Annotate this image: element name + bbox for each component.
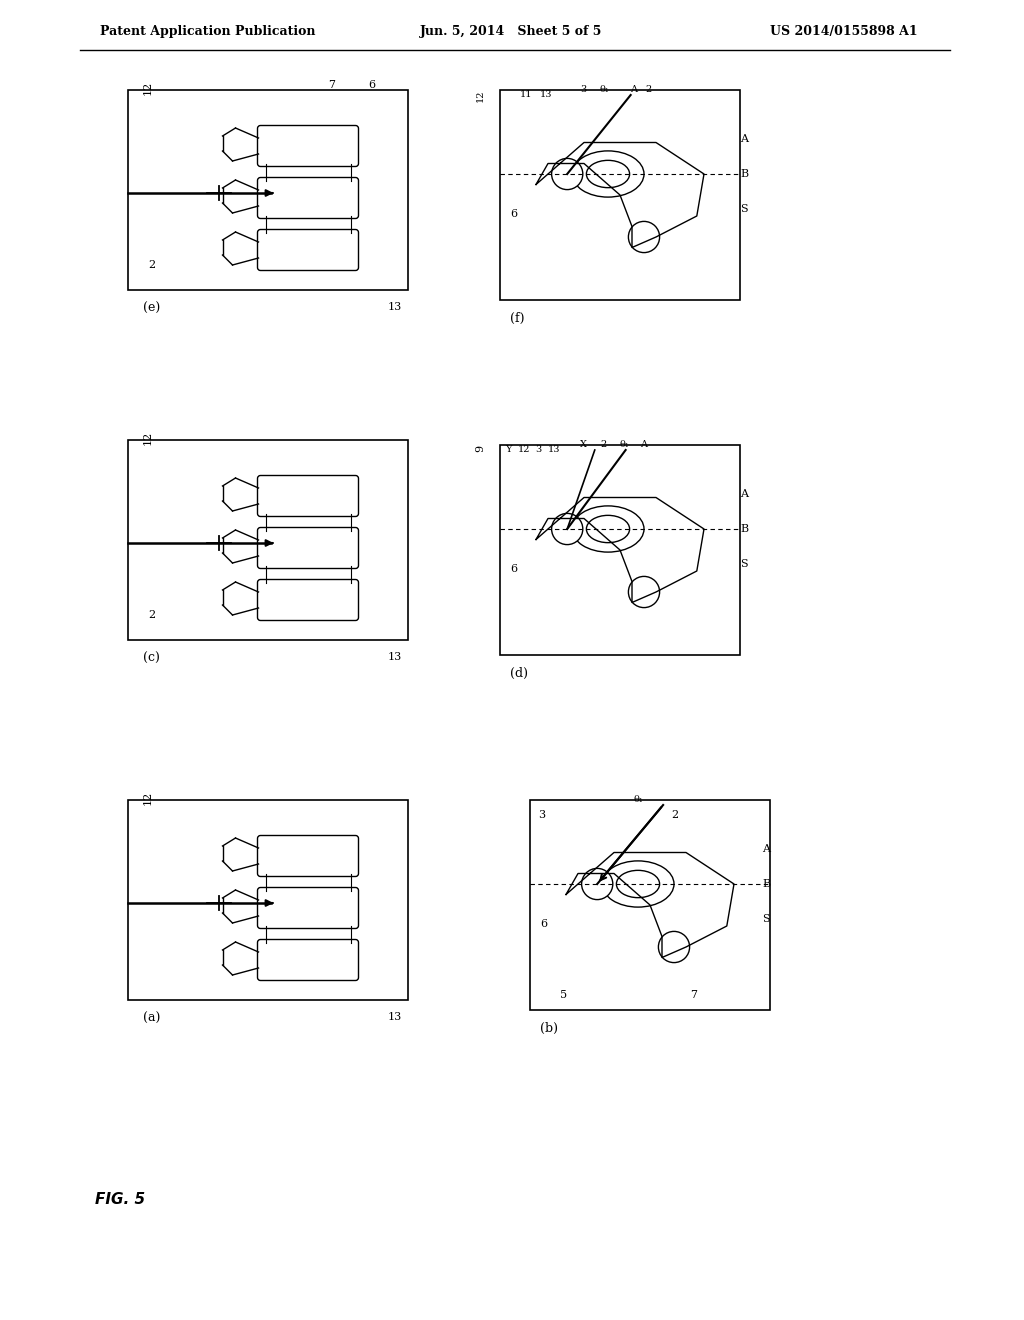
Bar: [530, 800, 770, 1010]
FancyBboxPatch shape: [257, 125, 358, 166]
Bar: [128, 800, 408, 1001]
Ellipse shape: [616, 870, 659, 898]
Text: A: A: [762, 843, 770, 854]
Text: θ₁: θ₁: [633, 796, 643, 804]
Bar: [500, 90, 740, 300]
Circle shape: [658, 932, 689, 962]
Ellipse shape: [572, 506, 644, 552]
FancyBboxPatch shape: [257, 230, 358, 271]
Text: (a): (a): [143, 1012, 161, 1026]
Ellipse shape: [587, 160, 630, 187]
Text: A: A: [640, 440, 647, 449]
Text: 11: 11: [520, 90, 532, 99]
Ellipse shape: [602, 861, 674, 907]
Text: S: S: [740, 205, 748, 214]
Text: Jun. 5, 2014   Sheet 5 of 5: Jun. 5, 2014 Sheet 5 of 5: [420, 25, 602, 38]
Text: B: B: [740, 524, 749, 535]
Bar: [128, 440, 408, 640]
Text: (c): (c): [143, 652, 160, 665]
FancyBboxPatch shape: [257, 475, 358, 516]
Bar: [500, 445, 740, 655]
Text: 2: 2: [671, 810, 678, 820]
Bar: [128, 90, 408, 290]
Text: 12: 12: [143, 81, 153, 95]
Text: 12: 12: [475, 90, 484, 103]
Text: 7: 7: [690, 990, 697, 1001]
Text: A: A: [740, 135, 748, 144]
Text: 13: 13: [548, 445, 560, 454]
Circle shape: [552, 513, 583, 545]
Text: 6: 6: [510, 209, 517, 219]
Text: A: A: [740, 488, 748, 499]
Text: FIG. 5: FIG. 5: [95, 1192, 145, 1208]
Circle shape: [582, 869, 612, 900]
Text: Y: Y: [505, 445, 512, 454]
Text: B: B: [762, 879, 770, 888]
Text: 12: 12: [518, 445, 530, 454]
Text: 2: 2: [600, 440, 606, 449]
FancyBboxPatch shape: [257, 836, 358, 876]
FancyBboxPatch shape: [257, 177, 358, 219]
Text: (e): (e): [143, 302, 160, 315]
Text: 7: 7: [328, 81, 335, 90]
Text: 13: 13: [388, 302, 402, 312]
Text: 2: 2: [148, 610, 155, 620]
Text: θ₁: θ₁: [620, 440, 630, 449]
Text: B: B: [740, 169, 749, 180]
Text: 12: 12: [143, 430, 153, 445]
Text: 2: 2: [645, 84, 651, 94]
Text: S: S: [762, 913, 770, 924]
FancyBboxPatch shape: [257, 579, 358, 620]
Ellipse shape: [587, 515, 630, 543]
Text: 6: 6: [540, 919, 547, 929]
Text: 3: 3: [535, 445, 542, 454]
Text: US 2014/0155898 A1: US 2014/0155898 A1: [770, 25, 918, 38]
Text: 3: 3: [538, 810, 545, 820]
Circle shape: [552, 158, 583, 190]
Text: Patent Application Publication: Patent Application Publication: [100, 25, 315, 38]
FancyBboxPatch shape: [257, 887, 358, 928]
Text: 3: 3: [580, 84, 587, 94]
Text: θ₁: θ₁: [600, 84, 609, 94]
Text: 13: 13: [540, 90, 553, 99]
Text: S: S: [740, 558, 748, 569]
FancyBboxPatch shape: [257, 940, 358, 981]
Text: 6: 6: [368, 81, 375, 90]
Text: A: A: [630, 84, 637, 94]
Circle shape: [629, 222, 659, 252]
Text: 13: 13: [388, 1012, 402, 1022]
Circle shape: [629, 577, 659, 607]
Text: 12: 12: [143, 791, 153, 805]
FancyBboxPatch shape: [257, 528, 358, 569]
Text: 5: 5: [560, 990, 567, 1001]
Text: (d): (d): [510, 667, 528, 680]
Text: (b): (b): [540, 1022, 558, 1035]
Ellipse shape: [572, 150, 644, 197]
Text: 9: 9: [475, 445, 485, 453]
Text: 13: 13: [388, 652, 402, 663]
Text: (f): (f): [510, 312, 524, 325]
Text: 6: 6: [510, 564, 517, 574]
Text: 2: 2: [148, 260, 155, 271]
Text: X: X: [580, 440, 587, 449]
